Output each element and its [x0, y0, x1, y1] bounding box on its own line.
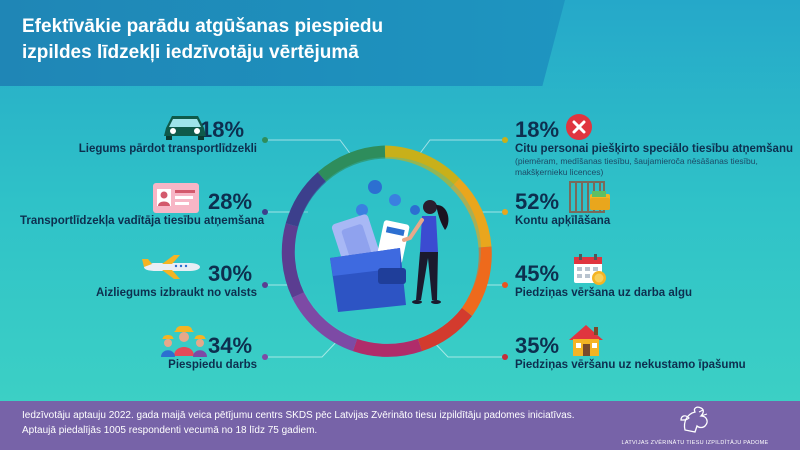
logo: LATVIJAS ZVĒRINĀTU TIESU IZPILDĪTĀJU PAD…	[620, 404, 770, 446]
percent-value: 28%	[208, 189, 253, 214]
percent-value: 18%	[200, 117, 245, 142]
item-label: Piedziņas vēršanu uz nekustamo īpašumu	[515, 359, 746, 371]
dot-right-3	[502, 282, 508, 288]
percent-value: 35%	[515, 333, 560, 358]
logo-text: LATVIJAS ZVĒRINĀTU TIESU IZPILDĪTĀJU PAD…	[621, 440, 769, 446]
percent-value: 52%	[515, 189, 560, 214]
item-label: Citu personai piešķirto speciālo tiesību…	[515, 143, 793, 155]
woman-with-wallet-illustration	[330, 180, 449, 312]
connector-line-left-4	[265, 337, 341, 358]
dot-left-1	[262, 137, 268, 143]
wallet-bars-icon	[569, 181, 610, 213]
item-label: Kontu apķīlāšana	[515, 215, 611, 227]
list-item: 52% Kontu apķīlāšana	[515, 190, 715, 228]
griffin-logo-icon	[680, 406, 708, 433]
page-title: Efektīvākie parādu atgūšanas piespiedu i…	[22, 14, 542, 66]
driver-license-icon	[153, 183, 199, 213]
list-item: 18% Citu personai piešķirto speciālo tie…	[515, 117, 793, 178]
item-note: (piemēram, medīšanas tiesību, šaujamiero…	[515, 156, 758, 177]
car-icon	[164, 116, 206, 140]
list-item: 35% Piedziņas vēršanu uz nekustamo īpašu…	[515, 334, 765, 372]
title-line-1: Efektīvākie parādu atgūšanas piespiedu	[22, 16, 384, 37]
dot-left-4	[262, 354, 268, 360]
title-band	[0, 0, 565, 86]
percent-value: 45%	[515, 261, 560, 286]
dot-right-1	[502, 137, 508, 143]
list-item: 45% Piedziņas vēršana uz darba algu	[515, 262, 745, 300]
title-line-2: izpildes līdzekļi iedzīvotāju vērtējumā	[22, 42, 359, 63]
percent-value: 34%	[208, 333, 253, 358]
list-item: 34% Piespiedu darbs	[60, 334, 257, 372]
list-item: 30% Aizliegums izbraukt no valsts	[60, 262, 257, 300]
percent-value: 18%	[515, 117, 560, 142]
dot-left-3	[262, 282, 268, 288]
list-item: 28% Transportlīdzekļa vadītāja tiesību a…	[20, 189, 265, 228]
item-label: Aizliegums izbraukt no valsts	[95, 287, 257, 299]
list-item: 18% Liegums pārdot transportlīdzekli	[60, 118, 257, 156]
percent-value: 30%	[208, 261, 253, 286]
item-label: Transportlīdzekļa vadītāja tiesību atņem…	[20, 215, 265, 227]
dot-right-4	[502, 354, 508, 360]
dot-left-2	[262, 209, 268, 215]
cross-icon	[566, 114, 592, 140]
workers-icon	[161, 326, 207, 357]
footer-text: Iedzīvotāju aptauju 2022. gada maijā vei…	[22, 410, 575, 436]
footer: Iedzīvotāju aptauju 2022. gada maijā vei…	[0, 401, 800, 450]
calendar-coin-icon	[574, 254, 606, 285]
item-label: Piespiedu darbs	[168, 359, 257, 371]
item-label: Piedziņas vēršana uz darba algu	[515, 287, 693, 299]
colored-ring	[281, 145, 492, 357]
airplane-icon	[142, 255, 200, 279]
dot-right-2	[502, 209, 508, 215]
house-icon	[569, 325, 603, 356]
item-label: Liegums pārdot transportlīdzekli	[78, 143, 257, 155]
